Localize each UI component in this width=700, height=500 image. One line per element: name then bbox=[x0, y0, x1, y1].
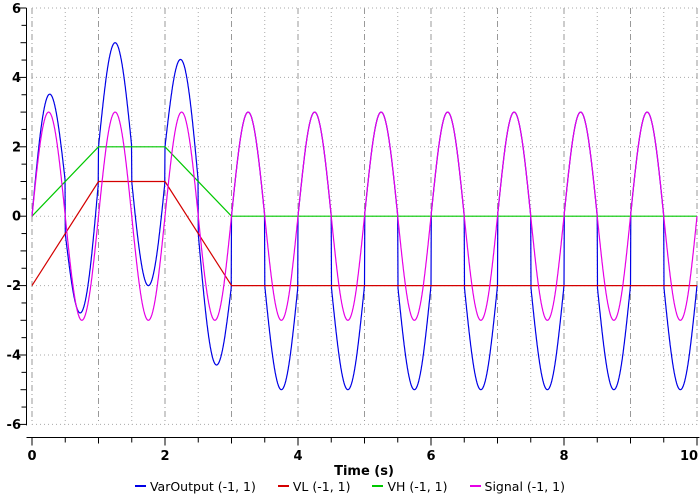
legend-line-swatch-vh bbox=[372, 485, 384, 487]
legend-line-swatch-vl bbox=[277, 485, 289, 487]
legend-label-vl: VL (-1, 1) bbox=[292, 478, 351, 494]
series-line-signal bbox=[31, 111, 698, 321]
svg-text:6: 6 bbox=[12, 2, 21, 17]
svg-text:-4: -4 bbox=[7, 349, 21, 364]
svg-text:2: 2 bbox=[12, 140, 21, 155]
svg-text:-2: -2 bbox=[7, 279, 21, 294]
series-line-vh bbox=[31, 146, 697, 217]
legend-label-signal: Signal (-1, 1) bbox=[484, 478, 566, 494]
svg-text:10: 10 bbox=[680, 449, 698, 464]
legend-line-swatch-varoutput bbox=[134, 485, 146, 487]
x-axis-title: Time (s) bbox=[334, 464, 394, 479]
svg-text:4: 4 bbox=[12, 71, 21, 86]
legend: VarOutput (-1, 1) VL (-1, 1) VH (-1, 1) … bbox=[0, 477, 700, 495]
legend-label-vh: VH (-1, 1) bbox=[387, 478, 448, 494]
legend-line-swatch-signal bbox=[469, 485, 481, 487]
legend-item-varoutput: VarOutput (-1, 1) bbox=[134, 478, 256, 494]
legend-item-vh: VH (-1, 1) bbox=[372, 478, 448, 494]
legend-label-varoutput: VarOutput (-1, 1) bbox=[149, 478, 256, 494]
svg-text:-6: -6 bbox=[7, 418, 21, 433]
svg-text:0: 0 bbox=[12, 210, 21, 225]
series-curves bbox=[31, 42, 698, 391]
svg-text:0: 0 bbox=[27, 449, 36, 464]
axes bbox=[26, 8, 700, 438]
svg-text:8: 8 bbox=[559, 449, 568, 464]
axis-ticks bbox=[18, 7, 698, 446]
legend-item-vl: VL (-1, 1) bbox=[277, 478, 351, 494]
svg-text:6: 6 bbox=[426, 449, 435, 464]
legend-item-signal: Signal (-1, 1) bbox=[469, 478, 566, 494]
svg-text:4: 4 bbox=[293, 449, 302, 464]
series-line-vl bbox=[31, 180, 697, 287]
axis-tick-labels: 0 2 4 6 8 10 6 4 2 0 -2 -4 -6 bbox=[7, 2, 699, 464]
svg-text:2: 2 bbox=[160, 449, 169, 464]
